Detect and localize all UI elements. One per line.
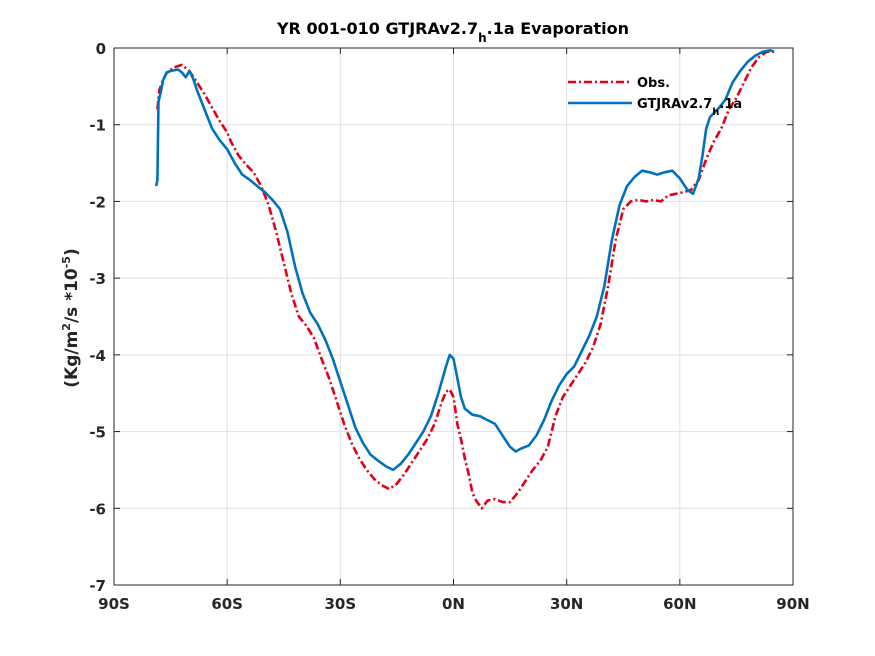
x-tick-label: 30S — [324, 595, 356, 613]
x-tick-label: 30N — [550, 595, 583, 613]
x-tick-label: 60N — [663, 595, 696, 613]
y-tick-label: 0 — [96, 40, 106, 58]
legend-label-model: GTJRAv2.7h.1a — [637, 97, 742, 118]
y-tick-label: -3 — [89, 270, 106, 288]
y-tick-label: -6 — [89, 500, 106, 518]
y-tick-label: -4 — [89, 347, 106, 365]
y-tick-label: -1 — [89, 117, 106, 135]
obs-series-line — [156, 50, 775, 510]
x-tick-label: 90N — [776, 595, 809, 613]
x-tick-label: 90S — [98, 595, 130, 613]
x-tick-label: 60S — [211, 595, 243, 613]
y-axis-label: (Kg/m2/s *10-5) — [60, 248, 82, 388]
x-tick-label: 0N — [442, 595, 465, 613]
series-group — [154, 48, 775, 510]
y-tick-label: -2 — [89, 193, 106, 211]
chart-title: YR 001-010 GTJRAv2.7h.1a Evaporation — [276, 19, 629, 45]
model-series-line — [154, 48, 775, 472]
axis-ticks: 90S 60S 30S 0N 30N 60N 90N 0 -1 -2 -3 -4 -5 -6 -7 — [89, 40, 809, 613]
y-tick-label: -7 — [89, 577, 106, 595]
legend: Obs. GTJRAv2.7h.1a — [568, 76, 742, 118]
legend-label-obs: Obs. — [637, 76, 670, 91]
y-tick-label: -5 — [89, 424, 106, 442]
